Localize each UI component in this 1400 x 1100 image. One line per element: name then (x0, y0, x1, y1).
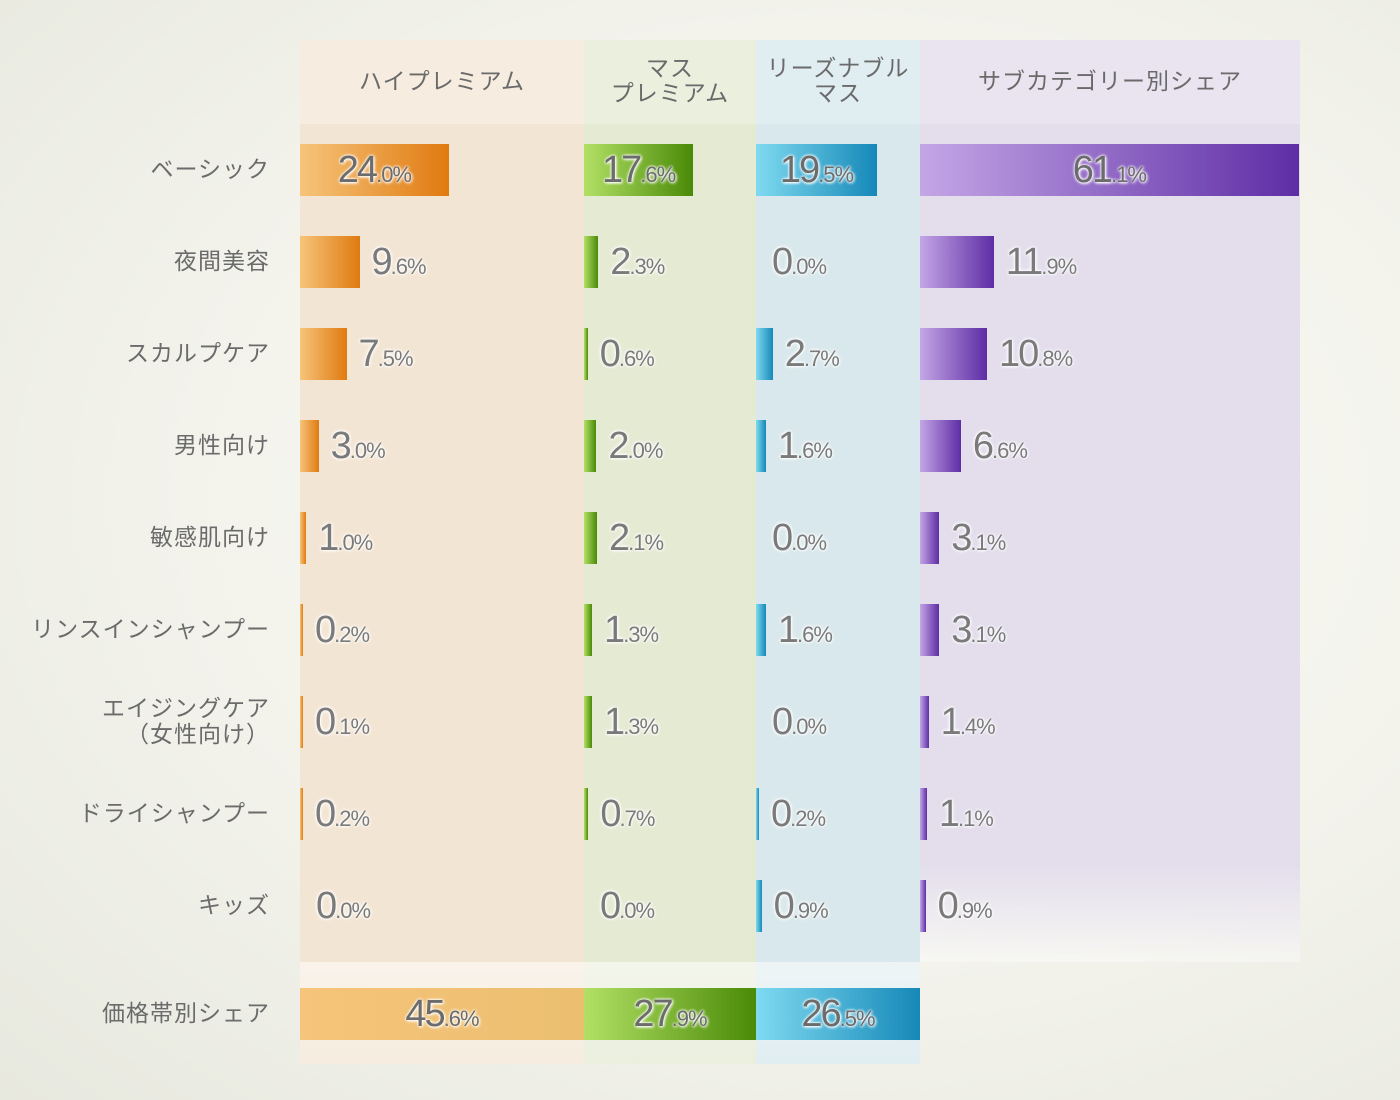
row-label: 男性向け (174, 433, 270, 459)
bar-reasonable (756, 420, 766, 472)
bar-share (920, 604, 940, 656)
value-label-mass: 2.1% (609, 517, 664, 559)
total-bar-high (300, 988, 584, 1040)
column-header-bg-mass (584, 40, 756, 124)
value-label-share: 3.1% (951, 517, 1006, 559)
row-label: 夜間美容 (174, 249, 270, 275)
bar-high (300, 328, 347, 380)
value-label-high: 24.0% (337, 149, 412, 191)
value-label-high: 0.2% (315, 793, 370, 835)
value-label-share: 0.9% (937, 885, 993, 927)
bar-reasonable (756, 880, 762, 932)
row-label: リンスインシャンプー (31, 617, 270, 643)
value-label-share: 1.4% (940, 701, 996, 743)
total-value-label-reasonable: 26.5% (801, 993, 875, 1035)
column-header-bg-high (300, 40, 584, 124)
row-label-totals: 価格帯別シェア (102, 1001, 270, 1027)
bar-mass (584, 420, 597, 472)
column-header-high: ハイプレミアム (359, 68, 525, 95)
bar-high (300, 236, 360, 288)
value-label-reasonable: 0.9% (773, 885, 829, 927)
bar-mass (584, 604, 593, 656)
value-label-reasonable: 0.0% (772, 701, 827, 743)
column-header-bg-reasonable (756, 40, 920, 124)
bar-share (920, 420, 961, 472)
bar-share (920, 788, 927, 840)
bar-share (920, 144, 1299, 196)
value-label-reasonable: 0.2% (771, 793, 826, 835)
value-label-mass: 2.0% (608, 425, 663, 467)
value-label-mass: 0.7% (600, 793, 655, 835)
column-header-bg-share (920, 40, 1300, 124)
bar-mass (584, 328, 588, 380)
value-label-share: 3.1% (951, 609, 1006, 651)
row-label: 敏感肌向け (150, 525, 270, 551)
value-label-share: 6.6% (972, 425, 1028, 467)
bar-mass (584, 236, 599, 288)
bar-share (920, 236, 994, 288)
bar-high (300, 696, 303, 748)
row-label: ベーシック (150, 157, 270, 183)
bar-mass (584, 788, 589, 840)
bar-high (300, 512, 307, 564)
value-label-share: 1.1% (938, 793, 994, 835)
total-bar-mass (584, 988, 756, 1040)
value-label-reasonable: 0.0% (772, 241, 827, 283)
value-label-high: 1.0% (318, 517, 373, 559)
bar-share (920, 328, 987, 380)
total-bar-reasonable (756, 988, 920, 1040)
value-label-high: 0.2% (315, 609, 370, 651)
bar-share (920, 880, 926, 932)
bar-reasonable (756, 788, 759, 840)
value-label-reasonable: 19.5% (779, 149, 854, 191)
bar-high (300, 144, 449, 196)
row-label: ドライシャンプー (78, 801, 270, 827)
bar-mass (584, 144, 694, 196)
value-label-high: 0.0% (316, 885, 371, 927)
bar-reasonable (756, 604, 766, 656)
bar-high (300, 788, 303, 840)
row-label: エイジングケア （女性向け） (102, 696, 270, 748)
column-background-mass (584, 124, 756, 1064)
total-value-label-mass: 27.9% (633, 993, 707, 1035)
bar-reasonable (756, 328, 773, 380)
value-label-mass: 17.6% (601, 149, 676, 191)
bar-mass (584, 696, 593, 748)
value-label-mass: 2.3% (610, 241, 665, 283)
value-label-reasonable: 1.6% (777, 609, 833, 651)
bar-reasonable (756, 144, 877, 196)
value-label-reasonable: 0.0% (772, 517, 827, 559)
value-label-share: 11.9% (1005, 241, 1077, 283)
value-label-high: 3.0% (330, 425, 386, 467)
bar-share (920, 696, 929, 748)
bar-mass (584, 512, 598, 564)
total-value-label-high: 45.6% (405, 993, 479, 1035)
column-header-reasonable: リーズナブル マス (766, 56, 910, 107)
value-label-high: 7.5% (358, 333, 414, 375)
bar-high (300, 420, 319, 472)
value-label-share: 10.8% (998, 333, 1073, 375)
column-header-share: サブカテゴリー別シェア (978, 68, 1242, 95)
value-label-mass: 1.3% (604, 609, 659, 651)
value-label-mass: 0.0% (600, 885, 655, 927)
row-label: キッズ (198, 893, 270, 919)
column-header-mass: マス プレミアム (610, 56, 730, 107)
value-label-share: 61.1% (1072, 149, 1147, 191)
value-label-mass: 0.6% (599, 333, 655, 375)
value-label-reasonable: 2.7% (784, 333, 840, 375)
value-label-high: 9.6% (371, 241, 427, 283)
value-label-high: 0.1% (315, 701, 370, 743)
bar-high (300, 604, 303, 656)
column-background-reasonable (756, 124, 920, 1064)
value-label-reasonable: 1.6% (777, 425, 833, 467)
bar-share (920, 512, 940, 564)
row-label: スカルプケア (126, 341, 270, 367)
value-label-mass: 1.3% (604, 701, 659, 743)
